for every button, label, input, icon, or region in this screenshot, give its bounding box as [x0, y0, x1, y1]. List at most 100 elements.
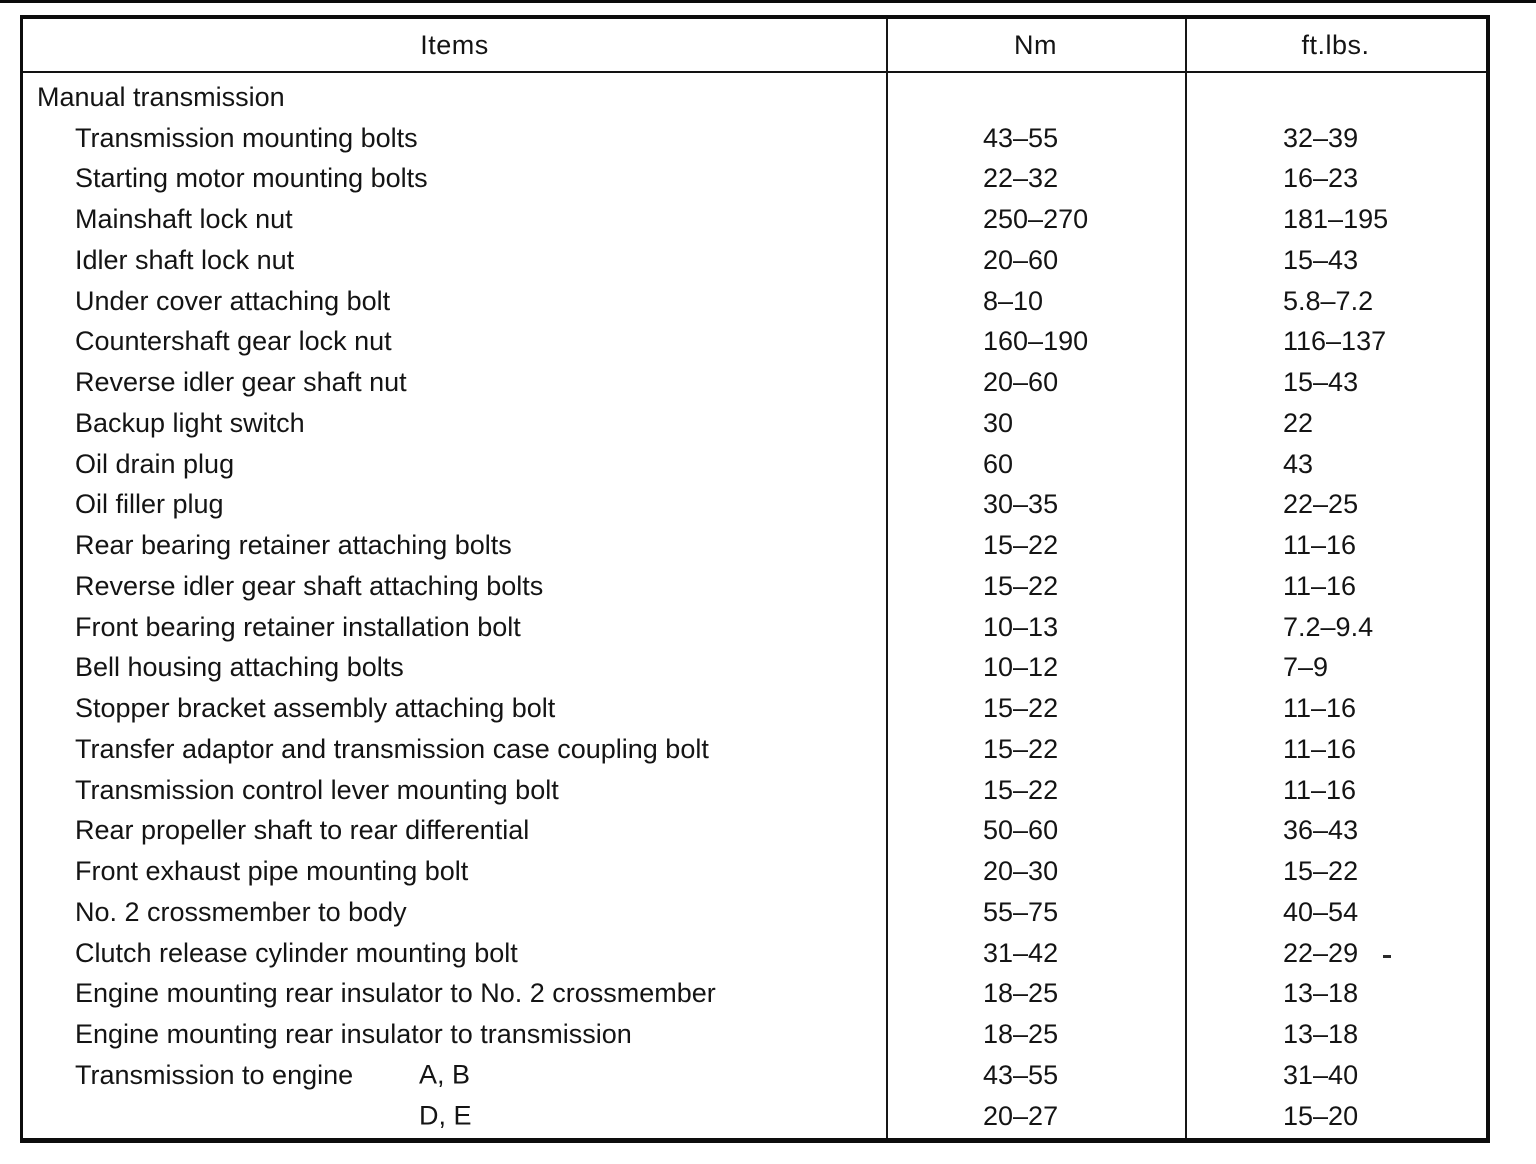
table-row: Transmission mounting bolts 43–55 32–39 — [23, 118, 1486, 159]
item-cell: Clutch release cylinder mounting bolt — [23, 938, 886, 969]
item-label: Countershaft gear lock nut — [75, 326, 392, 357]
item-cell: Oil filler plug — [23, 489, 886, 520]
scan-artifact-mark — [1383, 955, 1391, 958]
column-header-ftlbs: ft.lbs. — [1301, 29, 1370, 60]
ftlbs-value: 15–20 — [1283, 1100, 1359, 1131]
nm-value: 15–22 — [983, 733, 1059, 764]
item-label: Clutch release cylinder mounting bolt — [75, 937, 518, 968]
item-cell: Stopper bracket assembly attaching bolt — [23, 693, 886, 724]
item-cell: Mainshaft lock nut — [23, 204, 886, 235]
nm-value: 22–32 — [983, 163, 1059, 194]
item-cell: Idler shaft lock nut — [23, 245, 886, 276]
ftlbs-value: 32–39 — [1283, 122, 1359, 153]
ftlbs-value: 13–18 — [1283, 978, 1359, 1009]
item-label: Front bearing retainer installation bolt — [75, 611, 521, 642]
item-label: Reverse idler gear shaft attaching bolts — [75, 570, 544, 601]
item-cell: Transfer adaptor and transmission case c… — [23, 734, 886, 765]
nm-value: 30 — [983, 407, 1014, 438]
nm-value: 20–60 — [983, 244, 1059, 275]
item-cell: Front exhaust pipe mounting bolt — [23, 856, 886, 887]
nm-value: 50–60 — [983, 815, 1059, 846]
nm-value: 8–10 — [983, 285, 1044, 316]
ftlbs-value: 43 — [1283, 448, 1314, 479]
table-row: Transfer adaptor and transmission case c… — [23, 729, 1486, 770]
item-label: Rear propeller shaft to rear differentia… — [75, 815, 530, 846]
nm-value: 20–60 — [983, 367, 1059, 398]
column-header-items: Items — [420, 29, 489, 60]
item-label: Transmission mounting bolts — [75, 122, 418, 153]
table-row: Front bearing retainer installation bolt… — [23, 607, 1486, 648]
nm-value: 15–22 — [983, 570, 1059, 601]
table-row: Front exhaust pipe mounting bolt 20–30 1… — [23, 851, 1486, 892]
table-row: Oil drain plug 60 43 — [23, 444, 1486, 485]
ftlbs-value: 13–18 — [1283, 1019, 1359, 1050]
column-divider-2 — [1185, 19, 1187, 1138]
table-row: Transmission control lever mounting bolt… — [23, 770, 1486, 811]
table-row: Under cover attaching bolt 8–10 5.8–7.2 — [23, 281, 1486, 322]
nm-value: 18–25 — [983, 978, 1059, 1009]
torque-spec-table: Items Nm ft.lbs. Manual transmission Tra… — [20, 15, 1490, 1143]
item-label: Reverse idler gear shaft nut — [75, 367, 407, 398]
item-label: Idler shaft lock nut — [75, 244, 295, 275]
table-row: Clutch release cylinder mounting bolt 31… — [23, 933, 1486, 974]
ftlbs-value: 116–137 — [1283, 326, 1387, 357]
ftlbs-value: 7–9 — [1283, 652, 1329, 683]
item-label: Front exhaust pipe mounting bolt — [75, 856, 469, 887]
nm-value: 250–270 — [983, 204, 1089, 235]
item-label: No. 2 crossmember to body — [75, 896, 407, 927]
table-row: Rear bearing retainer attaching bolts 15… — [23, 525, 1486, 566]
nm-value: 55–75 — [983, 896, 1059, 927]
item-cell: Oil drain plug — [23, 449, 886, 480]
table-row: Transmission to engine A, B 43–55 31–40 — [23, 1055, 1486, 1096]
nm-value: 30–35 — [983, 489, 1059, 520]
ftlbs-value: 15–43 — [1283, 244, 1359, 275]
item-cell: Engine mounting rear insulator to transm… — [23, 1019, 886, 1050]
item-cell: Rear propeller shaft to rear differentia… — [23, 815, 886, 846]
table-row: D, E 20–27 15–20 — [23, 1096, 1486, 1137]
nm-value: 18–25 — [983, 1019, 1059, 1050]
item-variant-label: D, E — [419, 1100, 472, 1131]
page-top-scan-line — [0, 0, 1536, 3]
item-label: Stopper bracket assembly attaching bolt — [75, 693, 556, 724]
item-label: Manual transmission — [37, 81, 285, 112]
ftlbs-value: 40–54 — [1283, 896, 1359, 927]
table-row: Mainshaft lock nut 250–270 181–195 — [23, 199, 1486, 240]
item-cell: Reverse idler gear shaft nut — [23, 367, 886, 398]
ftlbs-value: 11–16 — [1283, 693, 1357, 724]
item-cell: No. 2 crossmember to body — [23, 897, 886, 928]
ftlbs-value: 11–16 — [1283, 530, 1357, 561]
item-label: Starting motor mounting bolts — [75, 163, 428, 194]
column-header-nm: Nm — [1014, 29, 1057, 60]
ftlbs-value: 16–23 — [1283, 163, 1359, 194]
item-label: Transmission control lever mounting bolt — [75, 774, 559, 805]
item-cell: Front bearing retainer installation bolt — [23, 612, 886, 643]
ftlbs-value: 15–22 — [1283, 856, 1359, 887]
ftlbs-value: 5.8–7.2 — [1283, 285, 1374, 316]
ftlbs-value: 7.2–9.4 — [1283, 611, 1374, 642]
nm-value: 20–27 — [983, 1100, 1059, 1131]
item-cell: Under cover attaching bolt — [23, 286, 886, 317]
nm-value: 43–55 — [983, 122, 1059, 153]
item-cell: Engine mounting rear insulator to No. 2 … — [23, 978, 886, 1009]
table-row: Stopper bracket assembly attaching bolt … — [23, 688, 1486, 729]
ftlbs-value: 15–43 — [1283, 367, 1359, 398]
table-row: Reverse idler gear shaft nut 20–60 15–43 — [23, 362, 1486, 403]
table-body: Manual transmission Transmission mountin… — [23, 73, 1486, 1137]
ftlbs-value: 22–25 — [1283, 489, 1359, 520]
item-label: Oil filler plug — [75, 489, 224, 520]
nm-value: 10–13 — [983, 611, 1059, 642]
item-label: Engine mounting rear insulator to No. 2 … — [75, 978, 716, 1009]
table-row: Backup light switch 30 22 — [23, 403, 1486, 444]
nm-value: 10–12 — [983, 652, 1059, 683]
ftlbs-value: 31–40 — [1283, 1059, 1359, 1090]
table-row: Reverse idler gear shaft attaching bolts… — [23, 566, 1486, 607]
table-header-row: Items Nm ft.lbs. — [23, 19, 1486, 73]
ftlbs-value: 36–43 — [1283, 815, 1359, 846]
item-label: Transmission to engine — [75, 1059, 354, 1090]
item-cell: Starting motor mounting bolts — [23, 163, 886, 194]
ftlbs-value: 22–29 — [1283, 937, 1359, 968]
nm-value: 20–30 — [983, 856, 1059, 887]
nm-value: 15–22 — [983, 693, 1059, 724]
nm-value: 31–42 — [983, 937, 1059, 968]
item-cell: Rear bearing retainer attaching bolts — [23, 530, 886, 561]
